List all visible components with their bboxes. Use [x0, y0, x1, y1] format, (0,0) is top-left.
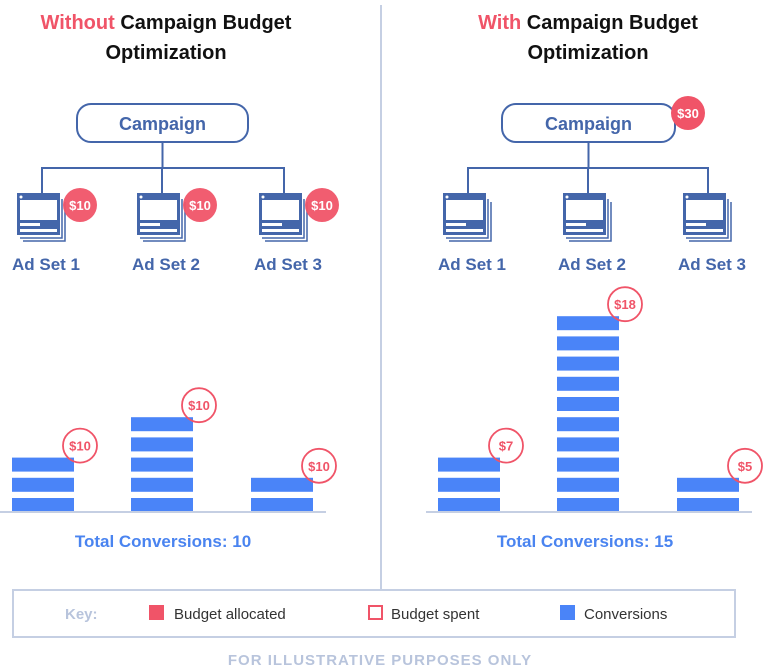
ad-set-document-icon [17, 193, 66, 242]
campaign-budget-value: $30 [677, 106, 699, 121]
conversion-block [557, 336, 619, 351]
ad-set-label: Ad Set 2 [132, 255, 200, 274]
conversion-block [557, 498, 619, 512]
budget-allocated-value: $10 [69, 198, 91, 213]
conversion-block [131, 437, 193, 452]
budget-allocated-value: $10 [189, 198, 211, 213]
budget-spent-value: $18 [614, 297, 636, 312]
key-label: Key: [65, 606, 98, 623]
key-item-budget-spent: Budget spent [391, 606, 480, 623]
key-item-conversions: Conversions [584, 606, 667, 623]
budget-spent-value: $7 [499, 439, 513, 454]
conversion-block [131, 457, 193, 472]
title-rest: Campaign Budget [115, 12, 292, 34]
key-item-budget-allocated: Budget allocated [174, 606, 286, 623]
campaign-budget-badge [671, 96, 705, 130]
conversion-block [131, 477, 193, 492]
budget-spent-value: $10 [188, 398, 210, 413]
campaign-label: Campaign [119, 114, 206, 134]
conversion-block [557, 397, 619, 411]
key-legend: Key: Budget allocated Budget spent Conve… [12, 589, 736, 638]
title-accent: With [478, 12, 521, 34]
conversion-block [557, 376, 619, 391]
conversion-block [438, 498, 500, 512]
ad-set-document-icon [259, 193, 308, 242]
budget-spent-circle [62, 427, 98, 464]
conversion-block [557, 417, 619, 432]
panel-title: Without Campaign Budget [41, 12, 292, 34]
budget-allocated-badge [183, 188, 217, 222]
ad-set-node: $10 Ad Set 2 [132, 188, 217, 274]
conversion-bar: $10 [251, 447, 337, 512]
conversion-block [557, 477, 619, 492]
conversion-bar: $18 [557, 286, 643, 512]
campaign-label: Campaign [545, 114, 632, 134]
conversion-block [557, 356, 619, 371]
conversion-block [131, 417, 193, 432]
budget-spent-circle [181, 387, 217, 424]
panel-title-line2: Optimization [527, 42, 648, 64]
conversion-block [677, 477, 739, 492]
budget-spent-swatch [368, 605, 383, 620]
conversion-block [557, 316, 619, 331]
budget-allocated-value: $10 [311, 198, 333, 213]
conversions-swatch [560, 605, 575, 620]
conversion-block [677, 498, 739, 512]
budget-spent-circle [488, 427, 524, 464]
panel-without-cbo: Without Campaign Budget Optimization Campa… [0, 12, 339, 551]
conversion-block [438, 477, 500, 492]
conversion-bar: $7 [438, 427, 524, 512]
ad-set-label: Ad Set 1 [12, 255, 80, 274]
total-conversions: Total Conversions: 15 [497, 532, 673, 551]
ad-set-document-icon [683, 193, 732, 242]
ad-set-label: Ad Set 2 [558, 255, 626, 274]
ad-set-document-icon [563, 193, 612, 242]
panel-with-cbo: With Campaign Budget Optimization Campaign… [426, 12, 763, 551]
budget-spent-circle [727, 447, 763, 484]
budget-spent-value: $5 [738, 459, 752, 474]
budget-spent-circle [607, 286, 643, 323]
conversion-block [12, 498, 74, 512]
budget-spent-value: $10 [69, 439, 91, 454]
budget-allocated-swatch [149, 605, 164, 620]
hierarchy-connector [467, 142, 709, 193]
ad-set-node: Ad Set 2 [558, 193, 626, 274]
title-accent: Without [41, 12, 116, 34]
title-rest: Campaign Budget [521, 12, 698, 34]
footer-disclaimer: FOR ILLUSTRATIVE PURPOSES ONLY [228, 652, 532, 669]
conversion-block [251, 477, 313, 492]
conversion-block [251, 498, 313, 512]
total-conversions: Total Conversions: 10 [75, 532, 251, 551]
conversion-bar: $5 [677, 447, 763, 512]
conversion-block [438, 457, 500, 472]
conversion-block [12, 457, 74, 472]
conversion-block [557, 437, 619, 452]
ad-set-label: Ad Set 3 [678, 255, 746, 274]
budget-spent-value: $10 [308, 459, 330, 474]
budget-spent-circle [301, 447, 337, 484]
budget-allocated-badge [63, 188, 97, 222]
ad-set-node: $10 Ad Set 3 [254, 188, 339, 274]
ad-set-document-icon [137, 193, 186, 242]
panel-title: With Campaign Budget [478, 12, 698, 34]
conversion-block [131, 498, 193, 512]
ad-set-label: Ad Set 1 [438, 255, 506, 274]
budget-allocated-badge [305, 188, 339, 222]
conversion-bar: $10 [12, 427, 98, 512]
ad-set-label: Ad Set 3 [254, 255, 322, 274]
ad-set-node: Ad Set 3 [678, 193, 746, 274]
ad-set-document-icon [443, 193, 492, 242]
conversion-block [12, 477, 74, 492]
conversion-block [557, 457, 619, 472]
ad-set-node: Ad Set 1 [438, 193, 506, 274]
conversion-bar: $10 [131, 387, 217, 512]
hierarchy-connector [41, 142, 285, 193]
panel-title-line2: Optimization [105, 42, 226, 64]
ad-set-node: $10 Ad Set 1 [12, 188, 97, 274]
